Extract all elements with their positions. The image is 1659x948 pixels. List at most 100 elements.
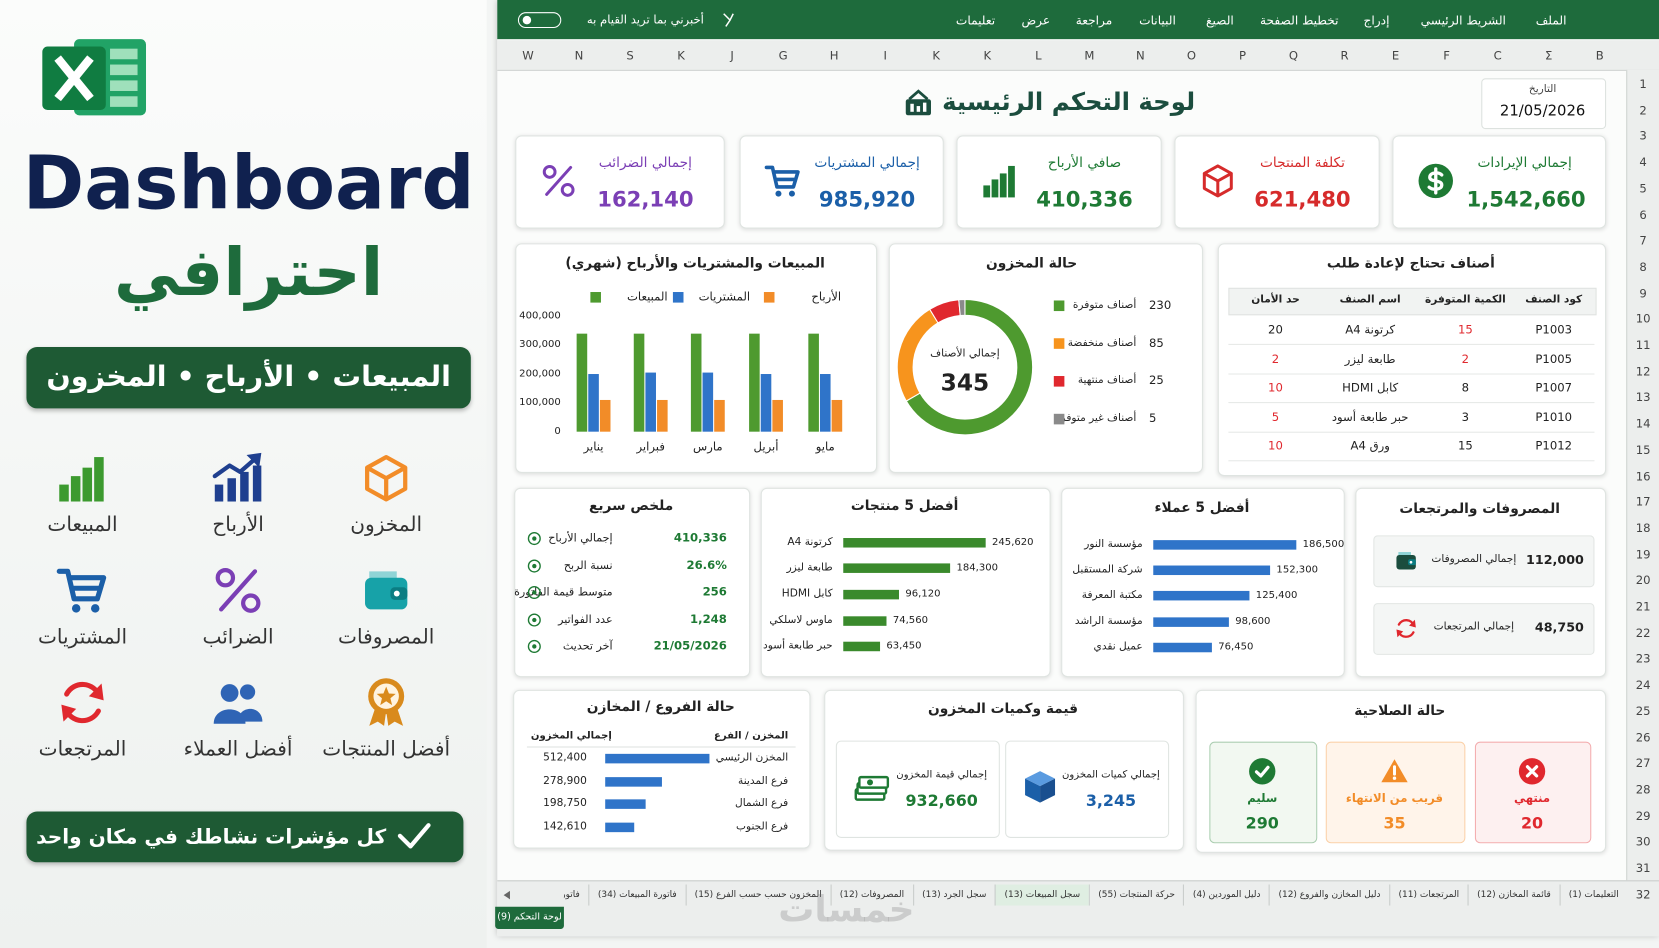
summary-label: نسبة الربح bbox=[563, 559, 613, 573]
row-number: 17 bbox=[1635, 495, 1651, 510]
hbar-label: شركة المستقبل bbox=[1072, 563, 1143, 576]
ribbon-menu-item[interactable]: مراجعة bbox=[1075, 12, 1113, 28]
row-number: 16 bbox=[1635, 469, 1651, 483]
active-tab[interactable]: لوحة التحكم (9) bbox=[495, 906, 564, 929]
row-number: 4 bbox=[1639, 155, 1647, 170]
hbar-panel bbox=[760, 487, 1051, 678]
legend-label: أصناف غير متوفرة bbox=[1054, 412, 1137, 425]
sheet-tab[interactable]: المخزون حسب حسب الفرع (15) bbox=[685, 884, 830, 906]
row-number: 5 bbox=[1639, 181, 1647, 196]
table-panel bbox=[1217, 243, 1607, 477]
table-cell: P1003 bbox=[1535, 322, 1573, 337]
validity-label: سليم bbox=[1247, 791, 1278, 806]
column-letter: F bbox=[1443, 48, 1450, 63]
branch-header: إجمالي المخزون bbox=[530, 730, 612, 742]
x-tick-label: يناير bbox=[583, 440, 604, 454]
row-number: 11 bbox=[1635, 338, 1651, 353]
ribbon-menu-item[interactable]: عرض bbox=[1021, 12, 1051, 28]
sheet-tab[interactable]: فاتورة المبيعات (24) bbox=[564, 885, 588, 906]
ribbon-menu-item[interactable]: إدراج bbox=[1363, 12, 1390, 28]
row-number: 14 bbox=[1635, 416, 1651, 431]
table-cell: 20 bbox=[1268, 322, 1283, 337]
sheet-tab[interactable]: سجل الجرد (13) bbox=[912, 884, 995, 906]
dashboard-title: لوحة التحكم الرئيسية bbox=[942, 88, 1196, 117]
column-letter: N bbox=[1136, 48, 1145, 63]
date-label: التاريخ bbox=[1528, 83, 1557, 96]
table-cell: 15 bbox=[1457, 439, 1473, 454]
hbar-label: عميل نقدي bbox=[1093, 641, 1143, 653]
inventory-value: 3,245 bbox=[1085, 791, 1137, 811]
table-row bbox=[1228, 432, 1595, 462]
hbar-label: ماوس لاسلكي bbox=[769, 614, 833, 627]
tab-strip: التعليمات (1) قائمة المخازن (12) المرتجعات… bbox=[564, 884, 1627, 906]
legend-label: المشتريات bbox=[698, 289, 751, 304]
row-number: 29 bbox=[1635, 808, 1651, 823]
ribbon-search[interactable]: أخبرني بما تريد القيام به bbox=[586, 12, 704, 27]
hbar-value-label: 74,560 bbox=[892, 614, 929, 627]
donut-center-label: إجمالي الأصناف bbox=[930, 348, 1000, 360]
validity-box bbox=[1325, 741, 1466, 844]
row-header bbox=[1626, 69, 1659, 881]
ribbon-menu-item[interactable]: الشريط الرئيسي bbox=[1420, 12, 1506, 28]
validity-value: 290 bbox=[1245, 813, 1279, 833]
table-cell: P1012 bbox=[1535, 439, 1573, 454]
table-cell: 2 bbox=[1461, 351, 1470, 366]
table-header: اسم الصنف bbox=[1339, 294, 1401, 306]
ribbon-menu-item[interactable]: الصيغ bbox=[1206, 12, 1234, 28]
y-tick-label: 0 bbox=[554, 425, 561, 437]
legend-label: المبيعات bbox=[626, 289, 668, 304]
sheet-tab[interactable]: دليل الموردين (4) bbox=[1183, 884, 1269, 906]
sheet-tab[interactable]: قائمة المخازن (12) bbox=[1467, 884, 1560, 906]
row-number: 22 bbox=[1635, 626, 1651, 640]
legend-value: 85 bbox=[1149, 336, 1164, 350]
feature-label: المخزون bbox=[350, 513, 423, 537]
sheet-tab[interactable]: التعليمات (1) bbox=[1559, 884, 1627, 906]
row-number: 20 bbox=[1635, 573, 1651, 588]
promo-banner: المبيعات • الأرباح • المخزون bbox=[46, 360, 451, 394]
hbar-value-label: 278,900 bbox=[543, 775, 587, 788]
feature-label: المبيعات bbox=[47, 513, 118, 537]
summary-value: 410,336 bbox=[673, 531, 727, 545]
column-letter: C bbox=[1493, 48, 1502, 63]
hbar-value-label: 96,120 bbox=[905, 588, 941, 600]
table-header: كود الصنف bbox=[1525, 294, 1583, 306]
sheet-tab[interactable]: فاتورة المبيعات (34) bbox=[588, 884, 685, 906]
ribbon-menu-item[interactable]: تخطيط الصفحة bbox=[1260, 12, 1339, 28]
column-letter: Q bbox=[1288, 48, 1299, 63]
legend-value: 5 bbox=[1149, 411, 1157, 426]
hbar-label: كرتونة A4 bbox=[787, 536, 833, 549]
promo-title: Dashboard bbox=[22, 139, 475, 227]
promo-footer: كل مؤشرات نشاطك في مكان واحد bbox=[36, 825, 387, 849]
ribbon-menu-item[interactable]: الملف bbox=[1535, 12, 1567, 28]
expense-box bbox=[1373, 603, 1595, 655]
kpi-label: تكلفة المنتجات bbox=[1259, 155, 1345, 172]
row-number: 8 bbox=[1639, 260, 1647, 274]
column-letter: P bbox=[1238, 48, 1246, 63]
sheet-tab[interactable]: المرتجعات (11) bbox=[1388, 884, 1468, 906]
ribbon-menu-item[interactable]: البيانات bbox=[1139, 12, 1176, 28]
x-tick-label: أبريل bbox=[753, 440, 779, 454]
hbar-value-label: 512,400 bbox=[543, 752, 587, 764]
hbar-panel bbox=[513, 689, 811, 849]
summary-value: 21/05/2026 bbox=[653, 639, 727, 653]
sheet-tab[interactable]: دليل المخازن والفروع (12) bbox=[1268, 884, 1389, 906]
row-number: 2 bbox=[1639, 103, 1647, 118]
table-cell: 10 bbox=[1268, 381, 1283, 395]
legend-label: أصناف منتهية bbox=[1077, 374, 1137, 387]
column-letter: Σ bbox=[1545, 48, 1553, 63]
ribbon-menu-item[interactable]: تعليمات bbox=[955, 12, 996, 28]
hbar-label: مؤسسة الراشد bbox=[1074, 615, 1143, 628]
sheet-tab[interactable]: المصروفات (12) bbox=[830, 884, 912, 906]
sheet-tab[interactable]: حركة المنتجات (55) bbox=[1088, 884, 1184, 906]
kpi-value: 410,336 bbox=[1036, 186, 1133, 212]
table-cell: كابل HDMI bbox=[1342, 381, 1399, 395]
table-cell: ورق A4 bbox=[1350, 439, 1390, 454]
column-letter: L bbox=[1035, 48, 1042, 63]
table-cell: 8 bbox=[1461, 381, 1470, 395]
inventory-value: 932,660 bbox=[905, 791, 978, 811]
hbar-title: أفضل 5 عملاء bbox=[1154, 500, 1250, 517]
hbar-label: كابل HDMI bbox=[781, 588, 833, 600]
validity-label: منتهي bbox=[1513, 791, 1551, 806]
sheet-tab[interactable]: سجل المبيعات (13) bbox=[994, 884, 1089, 906]
row-number: 3 bbox=[1639, 129, 1647, 144]
